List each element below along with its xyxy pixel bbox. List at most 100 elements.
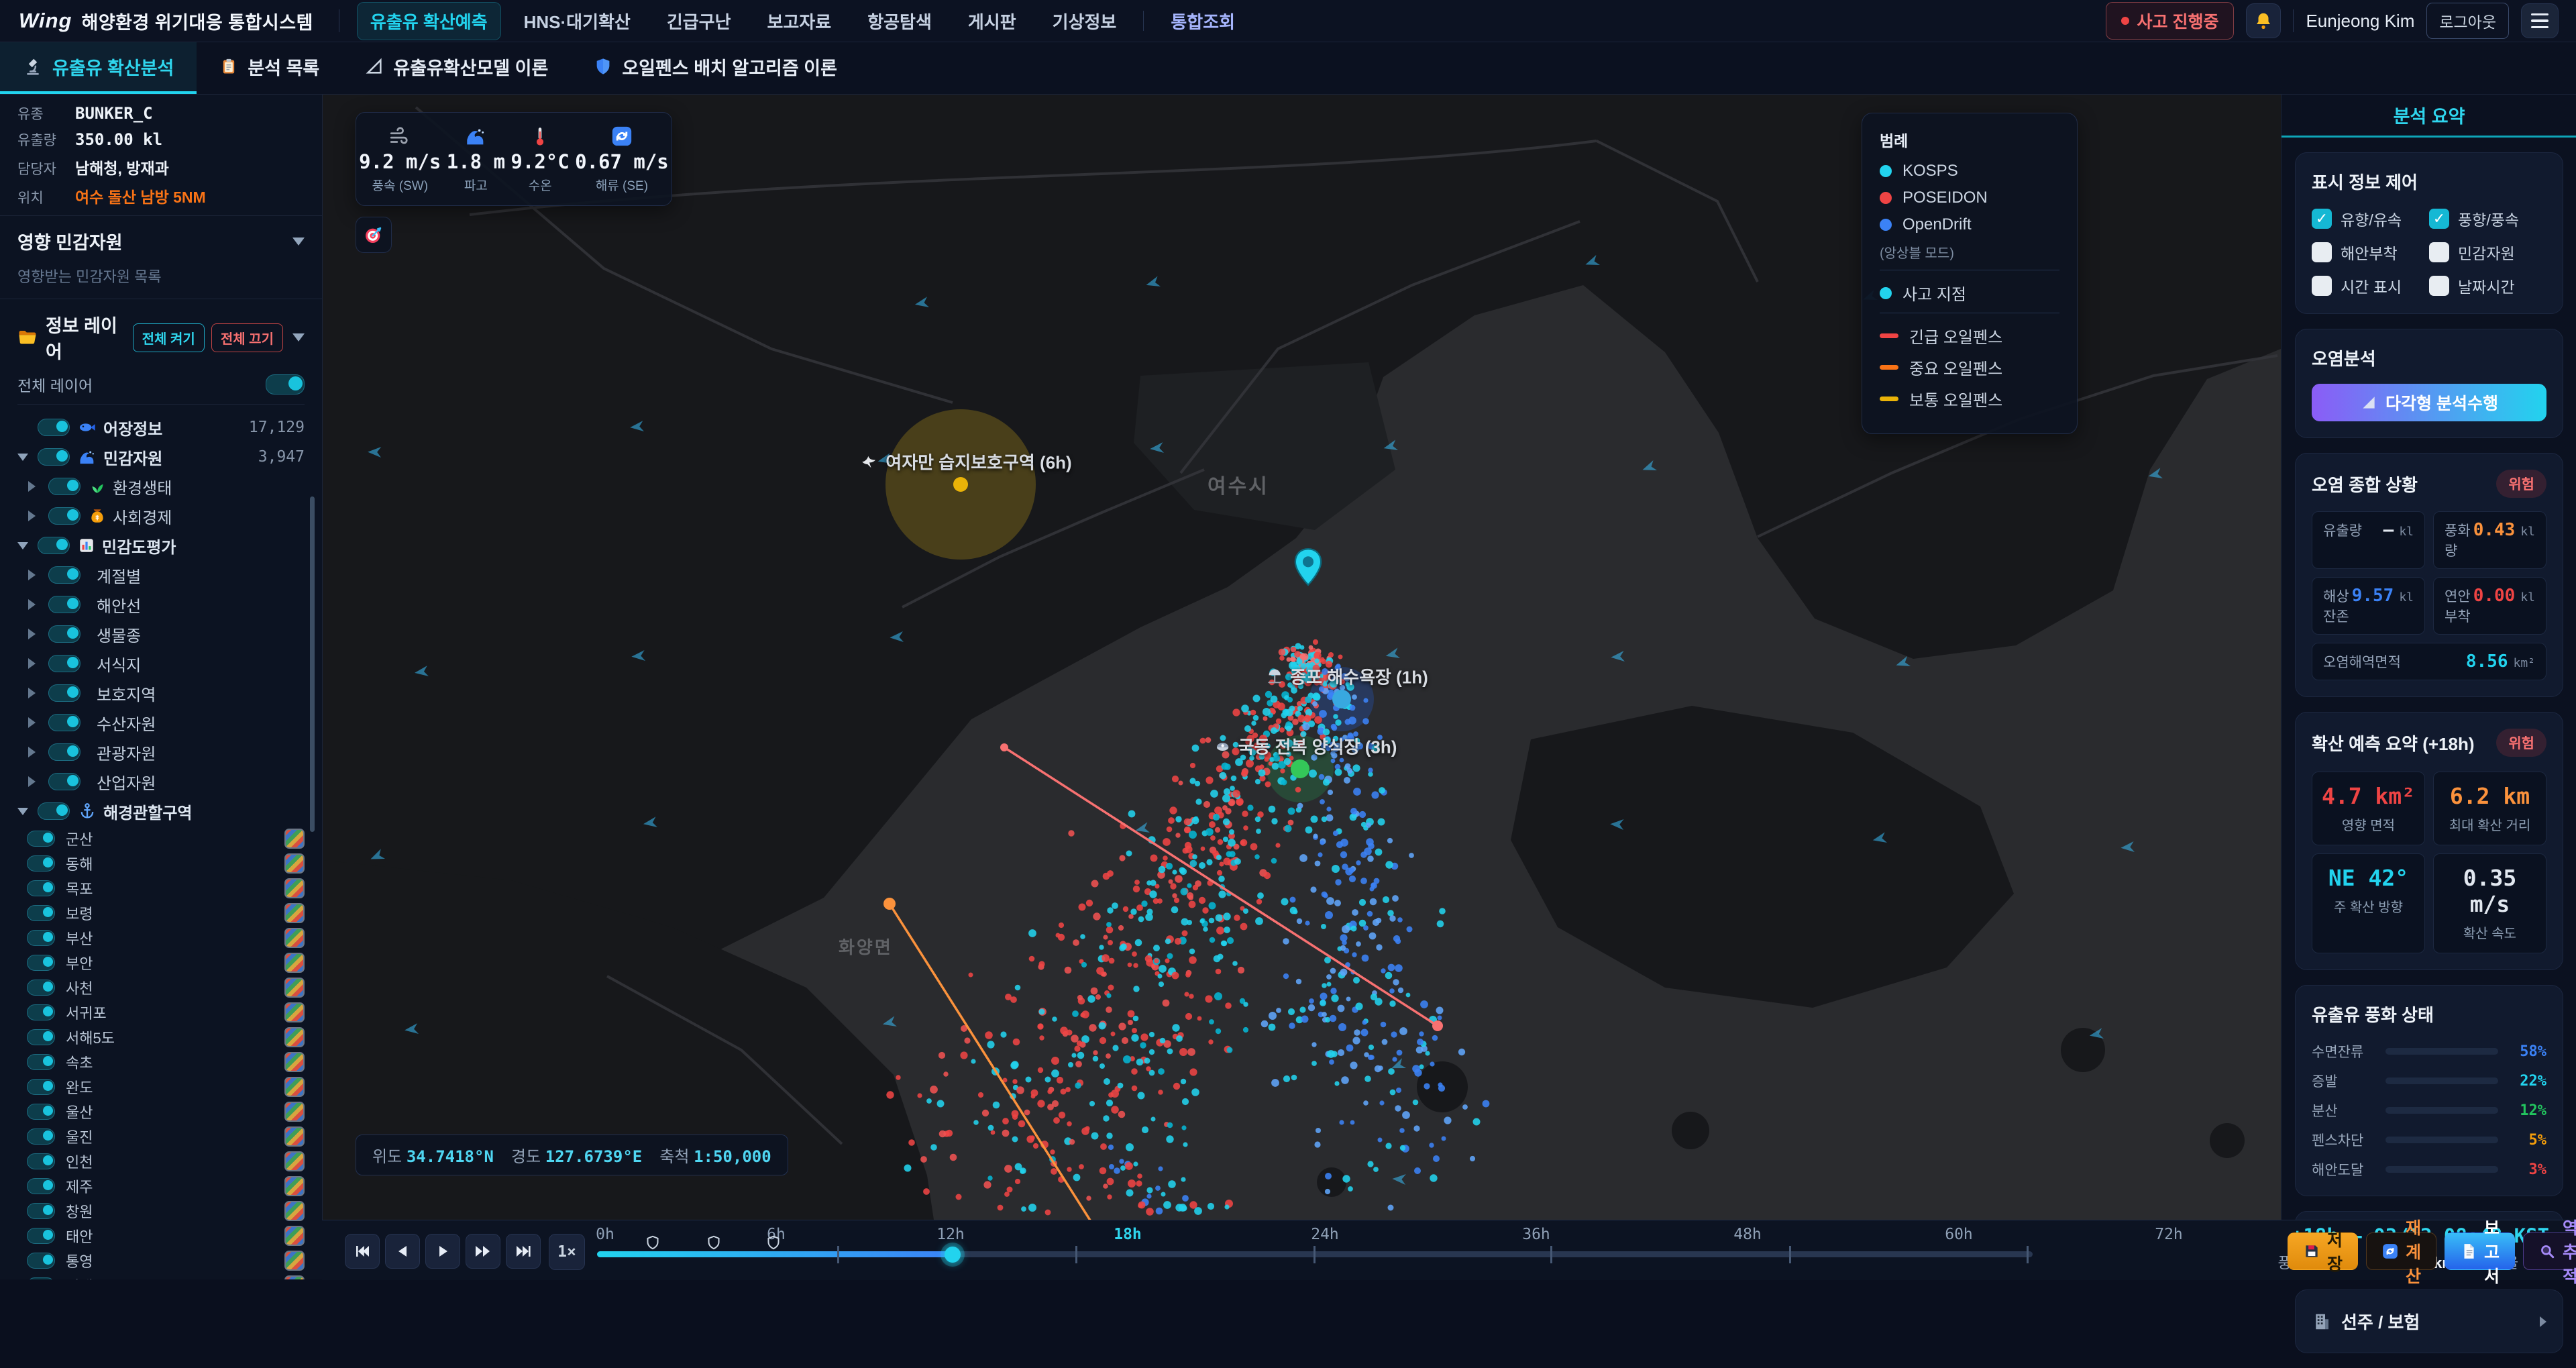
layer-tree-item-3[interactable]: 환경생태 bbox=[17, 473, 305, 500]
locate-incident-button[interactable] bbox=[356, 217, 392, 253]
caret-closed-icon[interactable] bbox=[28, 717, 36, 728]
checkbox-unchecked[interactable] bbox=[2429, 276, 2449, 296]
layer-tree-item-1[interactable]: 어장정보 17,129 bbox=[17, 414, 305, 441]
재계산-button[interactable]: 재계산 bbox=[2366, 1219, 2437, 1286]
layer-tree-item-8[interactable]: 생물종 bbox=[17, 621, 305, 647]
layer-toggle[interactable] bbox=[48, 478, 80, 495]
region-toggle[interactable] bbox=[27, 930, 55, 946]
region-toggle[interactable] bbox=[27, 855, 55, 872]
tab-2[interactable]: 분석 목록 bbox=[197, 42, 342, 94]
region-style-button[interactable] bbox=[284, 853, 305, 874]
display-option-민감자원[interactable]: 민감자원 bbox=[2429, 241, 2546, 264]
caret-closed-icon[interactable] bbox=[28, 599, 36, 610]
layer-toggle[interactable] bbox=[38, 802, 70, 820]
region-style-button[interactable] bbox=[284, 1176, 305, 1196]
tab-3[interactable]: 유출유확산모델 이론 bbox=[342, 42, 571, 94]
region-toggle[interactable] bbox=[27, 1079, 55, 1095]
region-toggle[interactable] bbox=[27, 1004, 55, 1020]
region-toggle[interactable] bbox=[27, 1054, 55, 1070]
region-style-button[interactable] bbox=[284, 978, 305, 998]
region-toggle[interactable] bbox=[27, 1104, 55, 1120]
region-style-button[interactable] bbox=[284, 1077, 305, 1097]
nav-item-5[interactable]: 항공탐색 bbox=[867, 11, 932, 32]
region-style-button[interactable] bbox=[284, 1052, 305, 1072]
incident-pin[interactable] bbox=[1293, 547, 1324, 590]
logout-button[interactable]: 로그아웃 bbox=[2426, 3, 2509, 39]
caret-open-icon[interactable] bbox=[17, 541, 28, 549]
menu-button[interactable] bbox=[2521, 3, 2559, 38]
region-toggle[interactable] bbox=[27, 1228, 55, 1244]
caret-closed-icon[interactable] bbox=[28, 481, 36, 492]
caret-closed-icon[interactable] bbox=[28, 776, 36, 787]
skip-end-button[interactable] bbox=[506, 1234, 541, 1269]
nav-item-6[interactable]: 게시판 bbox=[967, 11, 1016, 32]
region-style-button[interactable] bbox=[284, 1151, 305, 1171]
nav-item-7[interactable]: 기상정보 bbox=[1052, 11, 1117, 32]
layer-toggle[interactable] bbox=[38, 448, 70, 466]
region-toggle[interactable] bbox=[27, 880, 55, 896]
checkbox-unchecked[interactable] bbox=[2312, 276, 2332, 296]
timeline-thumb[interactable] bbox=[945, 1247, 961, 1263]
layer-tree-item-14[interactable]: 해경관할구역 bbox=[17, 798, 305, 825]
nav-item-1[interactable]: 유출유 확산예측 bbox=[356, 1, 501, 40]
nav-item-8[interactable]: 통합조회 bbox=[1171, 11, 1236, 32]
layer-toggle[interactable] bbox=[48, 596, 80, 613]
layer-tree-item-10[interactable]: 보호지역 bbox=[17, 680, 305, 706]
layer-tree-item-13[interactable]: 산업자원 bbox=[17, 768, 305, 795]
region-toggle[interactable] bbox=[27, 1029, 55, 1045]
layer-toggle[interactable] bbox=[48, 625, 80, 643]
nav-item-4[interactable]: 보고자료 bbox=[767, 11, 832, 32]
layer-tree-item-7[interactable]: 해안선 bbox=[17, 591, 305, 618]
caret-closed-icon[interactable] bbox=[28, 688, 36, 698]
nav-item-2[interactable]: HNS·대기확산 bbox=[523, 11, 631, 32]
layer-toggle[interactable] bbox=[48, 773, 80, 790]
checkbox-unchecked[interactable] bbox=[2429, 242, 2449, 262]
sidebar-scrollbar[interactable] bbox=[310, 496, 315, 832]
region-toggle[interactable] bbox=[27, 980, 55, 996]
region-toggle[interactable] bbox=[27, 1253, 55, 1269]
region-style-button[interactable] bbox=[284, 1126, 305, 1147]
layer-tree-item-5[interactable]: 민감도평가 bbox=[17, 532, 305, 559]
region-toggle[interactable] bbox=[27, 831, 55, 847]
nav-item-3[interactable]: 긴급구난 bbox=[666, 11, 731, 32]
region-toggle[interactable] bbox=[27, 1128, 55, 1145]
region-toggle[interactable] bbox=[27, 905, 55, 921]
caret-closed-icon[interactable] bbox=[28, 570, 36, 580]
layer-toggle[interactable] bbox=[48, 684, 80, 702]
master-layer-toggle[interactable] bbox=[266, 374, 305, 394]
layer-toggle[interactable] bbox=[48, 743, 80, 761]
region-toggle[interactable] bbox=[27, 1203, 55, 1219]
region-style-button[interactable] bbox=[284, 1251, 305, 1271]
all-layers-off-button[interactable]: 전체 끄기 bbox=[211, 323, 283, 352]
region-toggle[interactable] bbox=[27, 1178, 55, 1194]
display-option-풍향/풍속[interactable]: ✓ 풍향/풍속 bbox=[2429, 207, 2546, 230]
region-style-button[interactable] bbox=[284, 1226, 305, 1246]
display-option-날짜시간[interactable]: 날짜시간 bbox=[2429, 274, 2546, 297]
map-canvas[interactable]: 여자만 습지보호구역 (6h) 종포 해수욕장 (1h) 국동 전복 양식장 (3h… bbox=[322, 94, 2281, 1220]
all-layers-on-button[interactable]: 전체 켜기 bbox=[132, 323, 205, 352]
region-style-button[interactable] bbox=[284, 1027, 305, 1047]
tab-1[interactable]: 유출유 확산분석 bbox=[0, 42, 197, 94]
layer-tree-item-4[interactable]: 사회경제 bbox=[17, 503, 305, 529]
layer-toggle[interactable] bbox=[38, 419, 70, 436]
layer-toggle[interactable] bbox=[48, 714, 80, 731]
저장-button[interactable]: 저장 bbox=[2288, 1231, 2359, 1274]
caret-closed-icon[interactable] bbox=[28, 629, 36, 639]
layer-tree-item-6[interactable]: 계절별 bbox=[17, 562, 305, 588]
역추적-button[interactable]: 역추적 bbox=[2523, 1219, 2576, 1286]
skip-start-button[interactable] bbox=[345, 1234, 380, 1269]
polygon-analysis-button[interactable]: 다각형 분석수행 bbox=[2312, 384, 2546, 421]
play-button[interactable] bbox=[425, 1234, 460, 1269]
region-style-button[interactable] bbox=[284, 1275, 305, 1279]
tab-4[interactable]: 오일펜스 배치 알고리즘 이론 bbox=[571, 42, 860, 94]
layer-toggle[interactable] bbox=[38, 537, 70, 554]
display-option-시간 표시[interactable]: 시간 표시 bbox=[2312, 274, 2429, 297]
layer-toggle[interactable] bbox=[48, 566, 80, 584]
layer-tree-item-11[interactable]: 수산자원 bbox=[17, 709, 305, 736]
impact-section-header[interactable]: 영향 민감자원 bbox=[0, 224, 322, 258]
caret-closed-icon[interactable] bbox=[28, 658, 36, 669]
display-option-해안부착[interactable]: 해안부착 bbox=[2312, 241, 2429, 264]
region-style-button[interactable] bbox=[284, 953, 305, 973]
checkbox-checked[interactable]: ✓ bbox=[2312, 209, 2332, 229]
region-toggle[interactable] bbox=[27, 955, 55, 971]
